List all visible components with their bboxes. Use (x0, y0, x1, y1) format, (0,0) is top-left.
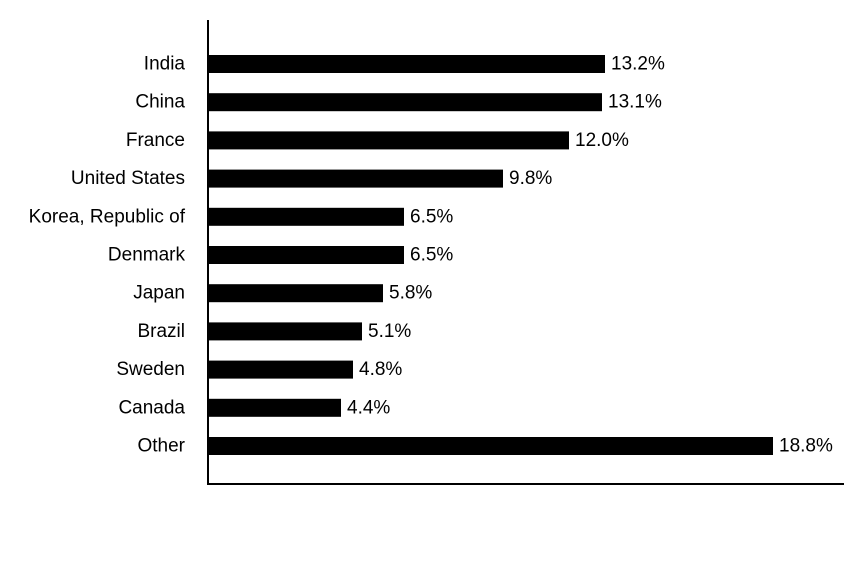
value-label-sweden: 4.8% (359, 359, 402, 380)
category-label-other: Other (137, 436, 185, 457)
value-label-korea-republic-of: 6.5% (410, 206, 453, 227)
value-label-china: 13.1% (608, 92, 662, 113)
value-label-canada: 4.4% (347, 397, 390, 418)
category-label-sweden: Sweden (116, 359, 185, 380)
bar-china (209, 93, 602, 112)
bar-korea-republic-of (209, 207, 404, 226)
value-label-india: 13.2% (611, 54, 665, 75)
category-label-korea-republic-of: Korea, Republic of (29, 206, 186, 227)
value-label-france: 12.0% (575, 130, 629, 151)
value-label-brazil: 5.1% (368, 321, 411, 342)
category-label-canada: Canada (118, 397, 185, 418)
category-label-united-states: United States (71, 168, 185, 189)
category-label-denmark: Denmark (108, 245, 186, 266)
bar-denmark (209, 246, 404, 264)
bar-brazil (209, 322, 362, 341)
category-labels: India China France United States Korea, Repu… (29, 54, 186, 457)
category-label-japan: Japan (133, 283, 185, 304)
bars-layer (209, 55, 773, 455)
category-label-india: India (144, 54, 186, 75)
value-label-japan: 5.8% (389, 283, 432, 304)
bar-japan (209, 284, 383, 303)
value-label-united-states: 9.8% (509, 168, 552, 189)
category-label-brazil: Brazil (137, 321, 185, 342)
bar-sweden (209, 360, 353, 379)
value-labels: 13.2% 13.1% 12.0% 9.8% 6.5% 6.5% 5.8% 5.1% 4.8% 4… (347, 54, 833, 457)
bar-france (209, 131, 569, 150)
category-label-france: France (126, 130, 185, 151)
bar-canada (209, 398, 341, 417)
bar-india (209, 55, 605, 73)
category-label-china: China (135, 92, 185, 113)
value-label-other: 18.8% (779, 436, 833, 457)
value-label-denmark: 6.5% (410, 245, 453, 266)
bar-united-states (209, 169, 503, 188)
bar-other (209, 437, 773, 455)
